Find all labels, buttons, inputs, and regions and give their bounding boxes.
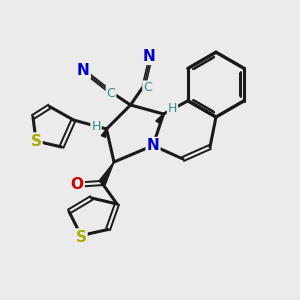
Text: C: C [106,86,116,100]
Polygon shape [99,162,114,185]
Text: S: S [31,134,41,148]
Text: N: N [147,138,159,153]
Text: O: O [70,177,84,192]
Text: C: C [143,81,152,94]
Text: H: H [91,120,101,133]
Text: H: H [168,101,177,115]
Text: S: S [76,230,86,244]
Text: N: N [77,63,90,78]
Text: N: N [142,49,155,64]
Polygon shape [101,129,106,137]
Polygon shape [156,114,164,124]
